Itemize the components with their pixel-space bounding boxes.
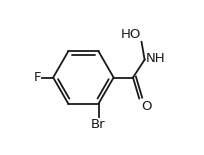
Text: NH: NH	[145, 52, 165, 65]
Text: F: F	[34, 71, 42, 84]
Text: Br: Br	[91, 118, 106, 131]
Text: HO: HO	[120, 28, 141, 41]
Text: O: O	[142, 100, 152, 113]
